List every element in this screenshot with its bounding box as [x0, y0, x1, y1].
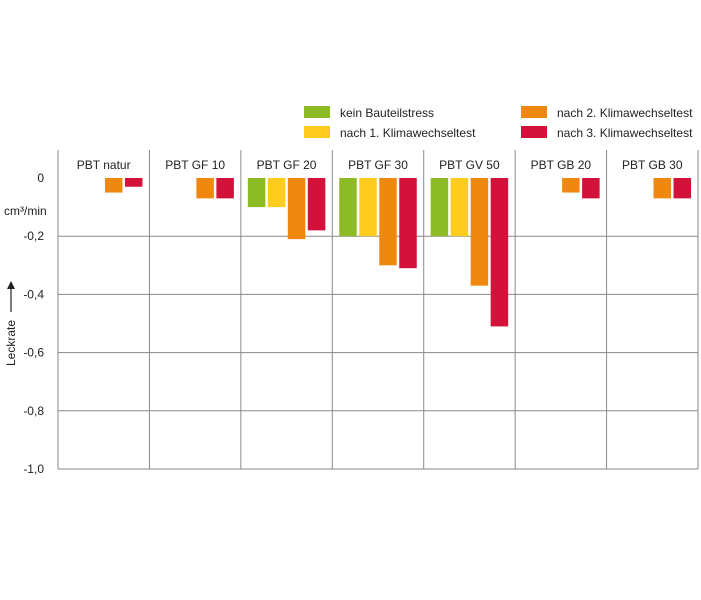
bar	[267, 178, 286, 208]
category-label: PBT natur	[77, 158, 131, 172]
bar	[430, 178, 449, 237]
bar	[124, 178, 143, 187]
y-axis-arrow-icon	[7, 281, 15, 289]
bar	[653, 178, 672, 199]
bar	[582, 178, 600, 199]
legend-swatch	[521, 106, 547, 118]
axis-layer: 0 -0,2 -0,4 -0,6 -0,8 -1,0 PBT natur PBT GF 10 P…	[4, 158, 683, 476]
legend-layer: kein Bauteilstress nach 1. Klimawechselte…	[304, 106, 693, 140]
bar	[216, 178, 234, 199]
bar	[359, 178, 377, 237]
bar	[196, 178, 214, 199]
legend-label: nach 3. Klimawechseltest	[557, 126, 693, 140]
legend-swatch	[304, 106, 330, 118]
bar	[562, 178, 580, 193]
y-tick-label: -1,0	[23, 462, 44, 476]
bar	[450, 178, 469, 237]
y-tick-label: -0,8	[23, 404, 44, 418]
legend-label: nach 1. Klimawechseltest	[340, 126, 476, 140]
y-tick-label: -0,2	[23, 229, 44, 243]
legend-swatch	[521, 126, 547, 138]
category-label: PBT GF 10	[165, 158, 225, 172]
bar	[673, 178, 692, 199]
y-tick-label: 0	[37, 171, 44, 185]
legend-swatch	[304, 126, 330, 138]
y-axis-label: Leckrate	[4, 320, 18, 366]
bar	[490, 178, 509, 327]
bar	[339, 178, 357, 237]
bar	[287, 178, 306, 240]
category-label: PBT GB 30	[622, 158, 683, 172]
bar-layer	[104, 178, 692, 327]
bar	[379, 178, 397, 266]
y-tick-label: -0,4	[23, 287, 44, 301]
category-label: PBT GF 20	[257, 158, 317, 172]
legend-label: kein Bauteilstress	[340, 106, 434, 120]
category-label: PBT GF 30	[348, 158, 408, 172]
bar	[104, 178, 123, 193]
bar	[307, 178, 326, 231]
y-tick-label: -0,6	[23, 346, 44, 360]
bar	[247, 178, 266, 208]
grid-layer	[57, 150, 699, 470]
bar	[470, 178, 489, 286]
category-label: PBT GB 20	[531, 158, 592, 172]
category-label: PBT GV 50	[439, 158, 500, 172]
y-axis-unit: cm³/min	[4, 204, 47, 218]
legend-label: nach 2. Klimawechseltest	[557, 106, 693, 120]
bar	[399, 178, 417, 269]
